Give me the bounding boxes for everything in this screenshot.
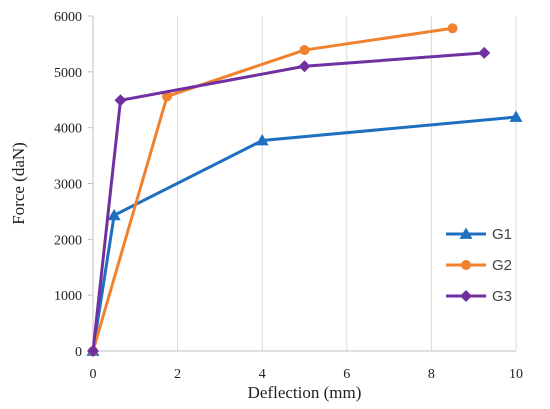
x-tick-label: 0 [90, 367, 97, 382]
data-point-g1 [509, 110, 523, 122]
legend-label-g2: G2 [492, 257, 512, 274]
y-tick-label: 6000 [54, 10, 82, 25]
data-point-g1 [255, 134, 269, 146]
y-tick-label: 1000 [54, 289, 82, 304]
data-point-g2 [447, 23, 458, 34]
legend: G1 G2 G3 [446, 226, 512, 305]
y-tick-label: 0 [75, 345, 82, 360]
axes: 0 2 4 6 8 10 0 1000 2000 3000 4000 5000 6000 [54, 10, 523, 382]
data-point-g3 [87, 345, 99, 357]
x-tick-label: 4 [259, 367, 266, 382]
x-tick-label: 6 [343, 367, 350, 382]
series [86, 23, 523, 357]
data-point-g3 [114, 94, 127, 107]
legend-label-g1: G1 [492, 226, 512, 243]
x-tick-label: 2 [174, 367, 181, 382]
data-point-g1 [107, 208, 121, 221]
series-line-g3 [91, 51, 485, 352]
x-tick-label: 10 [509, 367, 523, 382]
data-point-g3 [298, 60, 311, 73]
y-tick-label: 2000 [54, 233, 82, 248]
series-line-g2 [91, 26, 453, 352]
x-tick-label: 8 [428, 367, 435, 382]
legend-marker-g1 [459, 227, 473, 239]
legend-label-g3: G3 [492, 288, 512, 305]
y-tick-label: 4000 [54, 122, 82, 137]
series-line-g1 [91, 115, 517, 352]
y-tick-label: 3000 [54, 178, 82, 193]
y-axis-title: Force (daN) [9, 142, 28, 225]
data-point-g2 [162, 91, 173, 102]
x-axis-title: Deflection (mm) [248, 383, 362, 402]
data-point-g2 [299, 45, 310, 56]
legend-marker-g2 [461, 260, 471, 270]
legend-marker-g3 [460, 290, 472, 302]
y-tick-label: 5000 [54, 66, 82, 81]
data-point-g3 [478, 46, 491, 59]
